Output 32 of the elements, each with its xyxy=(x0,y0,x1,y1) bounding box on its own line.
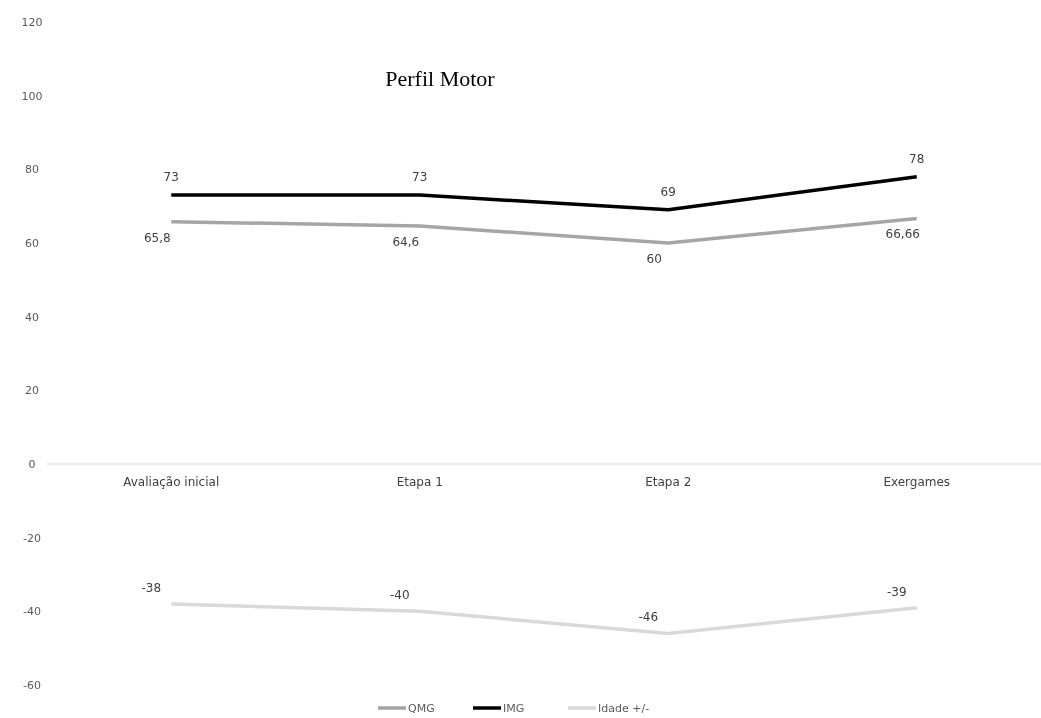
data-label: 73 xyxy=(163,170,179,185)
data-label: -38 xyxy=(141,580,162,595)
legend-label: Idade +/- xyxy=(598,702,650,715)
y-tick-label: -40 xyxy=(23,605,41,619)
text: Perfil Motor xyxy=(385,66,496,91)
y-tick-label: 0 xyxy=(28,458,36,471)
legend-label: IMG xyxy=(503,702,525,715)
data-label: 78 xyxy=(909,151,925,166)
data-label: -39 xyxy=(886,584,907,599)
y-tick-label: 120 xyxy=(21,16,43,29)
legend-label: QMG xyxy=(408,702,435,715)
x-tick-label: Etapa 2 xyxy=(645,475,692,489)
data-label: 73 xyxy=(412,170,428,185)
data-label: 60 xyxy=(646,252,662,266)
data-label: 65,8 xyxy=(143,230,171,245)
x-tick-label: Avaliação inicial xyxy=(123,475,220,489)
line-series xyxy=(169,216,919,245)
data-label: -40 xyxy=(389,588,410,603)
y-tick-label: 80 xyxy=(25,163,39,177)
x-tick-label: Etapa 1 xyxy=(396,475,443,489)
y-tick-label: -60 xyxy=(23,679,41,692)
y-tick-label: -20 xyxy=(23,531,41,545)
line-series xyxy=(169,602,919,636)
y-tick-label: 20 xyxy=(25,384,39,398)
data-label: 64,6 xyxy=(392,235,420,250)
x-tick-label: Exergames xyxy=(883,475,951,489)
data-label: 66,66 xyxy=(885,227,920,242)
data-label: 69 xyxy=(660,184,676,199)
y-tick-label: 60 xyxy=(25,237,39,250)
y-tick-label: 100 xyxy=(21,89,43,103)
y-tick-label: 40 xyxy=(25,310,39,324)
data-label: -46 xyxy=(638,610,659,625)
